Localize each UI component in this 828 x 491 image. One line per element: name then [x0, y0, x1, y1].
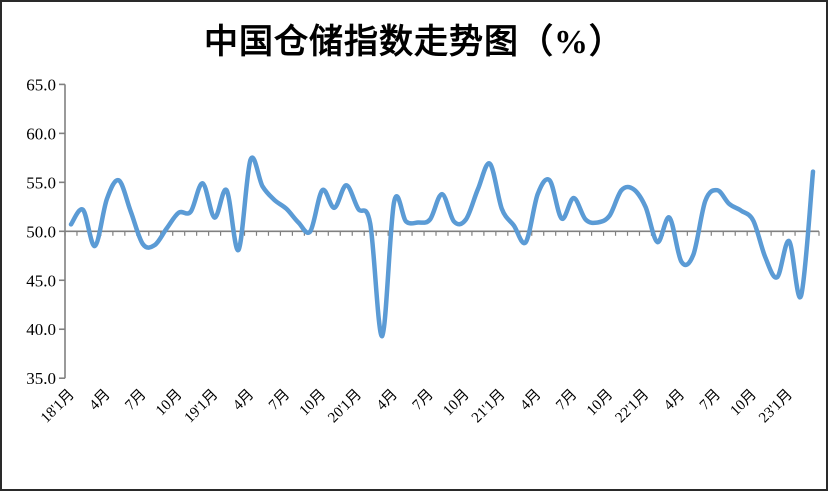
y-axis-tick-label: 50.0	[26, 222, 56, 241]
y-axis-tick-label: 65.0	[26, 75, 56, 94]
y-axis-tick-label: 40.0	[26, 320, 56, 339]
x-axis-tick-label: 10月	[153, 387, 186, 420]
chart-title: 中国仓储指数走势图（%）	[204, 24, 624, 61]
x-axis-tick-label: 10月	[727, 387, 760, 420]
x-axis-tick-label: 23'1月	[756, 387, 796, 427]
y-axis-tick-label: 45.0	[26, 271, 56, 290]
x-axis-tick-label: 10月	[297, 387, 330, 420]
y-axis-tick-label: 60.0	[26, 124, 56, 143]
x-axis-tick-label: 7月	[266, 387, 293, 414]
x-axis-tick-label: 4月	[86, 387, 113, 414]
x-axis-tick-label: 10月	[584, 387, 617, 420]
x-axis-tick-label: 4月	[230, 387, 257, 414]
x-axis-tick-label: 22'1月	[613, 387, 653, 427]
index-trend-line	[68, 155, 816, 339]
x-axis-tick-label: 21'1月	[469, 387, 509, 427]
x-axis-tick-label: 18'1月	[38, 387, 78, 427]
x-axis-tick-label: 7月	[410, 387, 437, 414]
x-axis-tick-label: 4月	[374, 387, 401, 414]
x-axis-tick-label: 4月	[661, 387, 688, 414]
y-axis-tick-label: 35.0	[26, 369, 56, 388]
y-axis-tick-label: 55.0	[26, 173, 56, 192]
x-axis-tick-label: 10月	[440, 387, 473, 420]
x-axis-tick-label: 19'1月	[182, 387, 222, 427]
x-axis-tick-label: 7月	[697, 387, 724, 414]
x-axis-tick-label: 7月	[122, 387, 149, 414]
x-axis-tick-label: 4月	[517, 387, 544, 414]
x-axis-tick-label: 20'1月	[325, 387, 365, 427]
x-axis-tick-label: 7月	[553, 387, 580, 414]
